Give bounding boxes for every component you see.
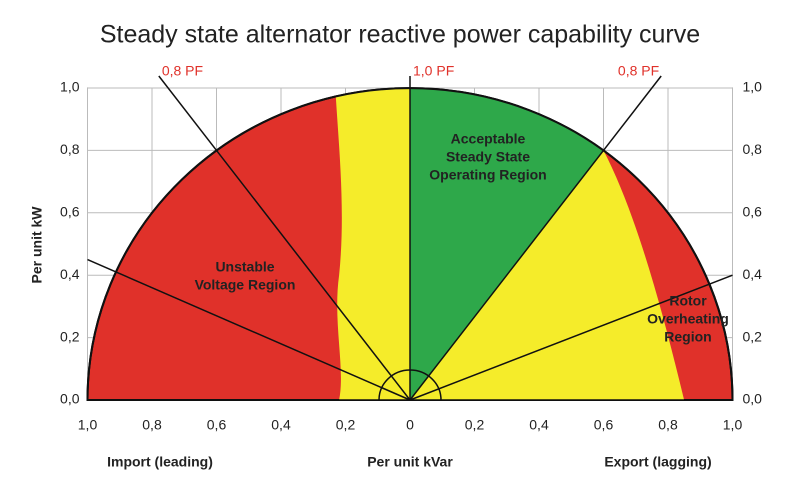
operating-region xyxy=(410,88,604,400)
region-label: Voltage Region xyxy=(195,277,296,293)
pf-line xyxy=(158,75,411,401)
pf-label: 0,8 PF xyxy=(162,63,203,79)
x-tick-label: 0,4 xyxy=(529,417,549,433)
region-label: Acceptable xyxy=(451,131,526,147)
y-tick-label: 0,4 xyxy=(743,266,763,282)
x-tick-label: 0,8 xyxy=(658,417,678,433)
pf-label: 0,8 PF xyxy=(618,63,659,79)
y-tick-label: 0,0 xyxy=(60,391,80,407)
pf-label: 1,0 PF xyxy=(413,63,454,79)
region-label: Region xyxy=(664,329,711,345)
region-label: Steady State xyxy=(446,149,530,165)
y-axis-label: Per unit kW xyxy=(29,206,45,284)
region-label: Rotor xyxy=(669,293,707,309)
x-right-label: Export (lagging) xyxy=(604,454,711,470)
x-tick-label: 0,6 xyxy=(207,417,227,433)
y-tick-label: 0,0 xyxy=(743,391,763,407)
x-tick-label: 0,6 xyxy=(594,417,614,433)
radial-line xyxy=(409,274,733,401)
region-label: Operating Region xyxy=(429,167,546,183)
y-tick-label: 0,8 xyxy=(60,141,80,157)
y-tick-label: 1,0 xyxy=(60,79,80,95)
y-tick-label: 0,2 xyxy=(743,328,763,344)
y-tick-label: 1,0 xyxy=(743,79,763,95)
chart-title: Steady state alternator reactive power c… xyxy=(100,21,700,49)
region-label: Unstable xyxy=(215,259,274,275)
y-tick-label: 0,2 xyxy=(60,328,80,344)
x-tick-label: 1,0 xyxy=(78,417,98,433)
y-tick-label: 0,6 xyxy=(60,204,80,220)
x-tick-label: 0,8 xyxy=(142,417,162,433)
x-tick-label: 0,4 xyxy=(271,417,291,433)
x-tick-label: 0,2 xyxy=(465,417,485,433)
x-axis-label: Per unit kVar xyxy=(367,454,453,470)
y-tick-label: 0,4 xyxy=(60,266,80,282)
region-label: Overheating xyxy=(647,311,729,327)
margin-region xyxy=(410,150,685,400)
margin-region xyxy=(335,88,410,400)
x-tick-label: 0 xyxy=(406,417,414,433)
x-left-label: Import (leading) xyxy=(107,454,213,470)
radial-line xyxy=(87,258,411,401)
pf-line xyxy=(409,75,662,401)
y-tick-label: 0,6 xyxy=(743,204,763,220)
y-tick-label: 0,8 xyxy=(743,141,763,157)
x-tick-label: 1,0 xyxy=(723,417,743,433)
x-tick-label: 0,2 xyxy=(336,417,356,433)
